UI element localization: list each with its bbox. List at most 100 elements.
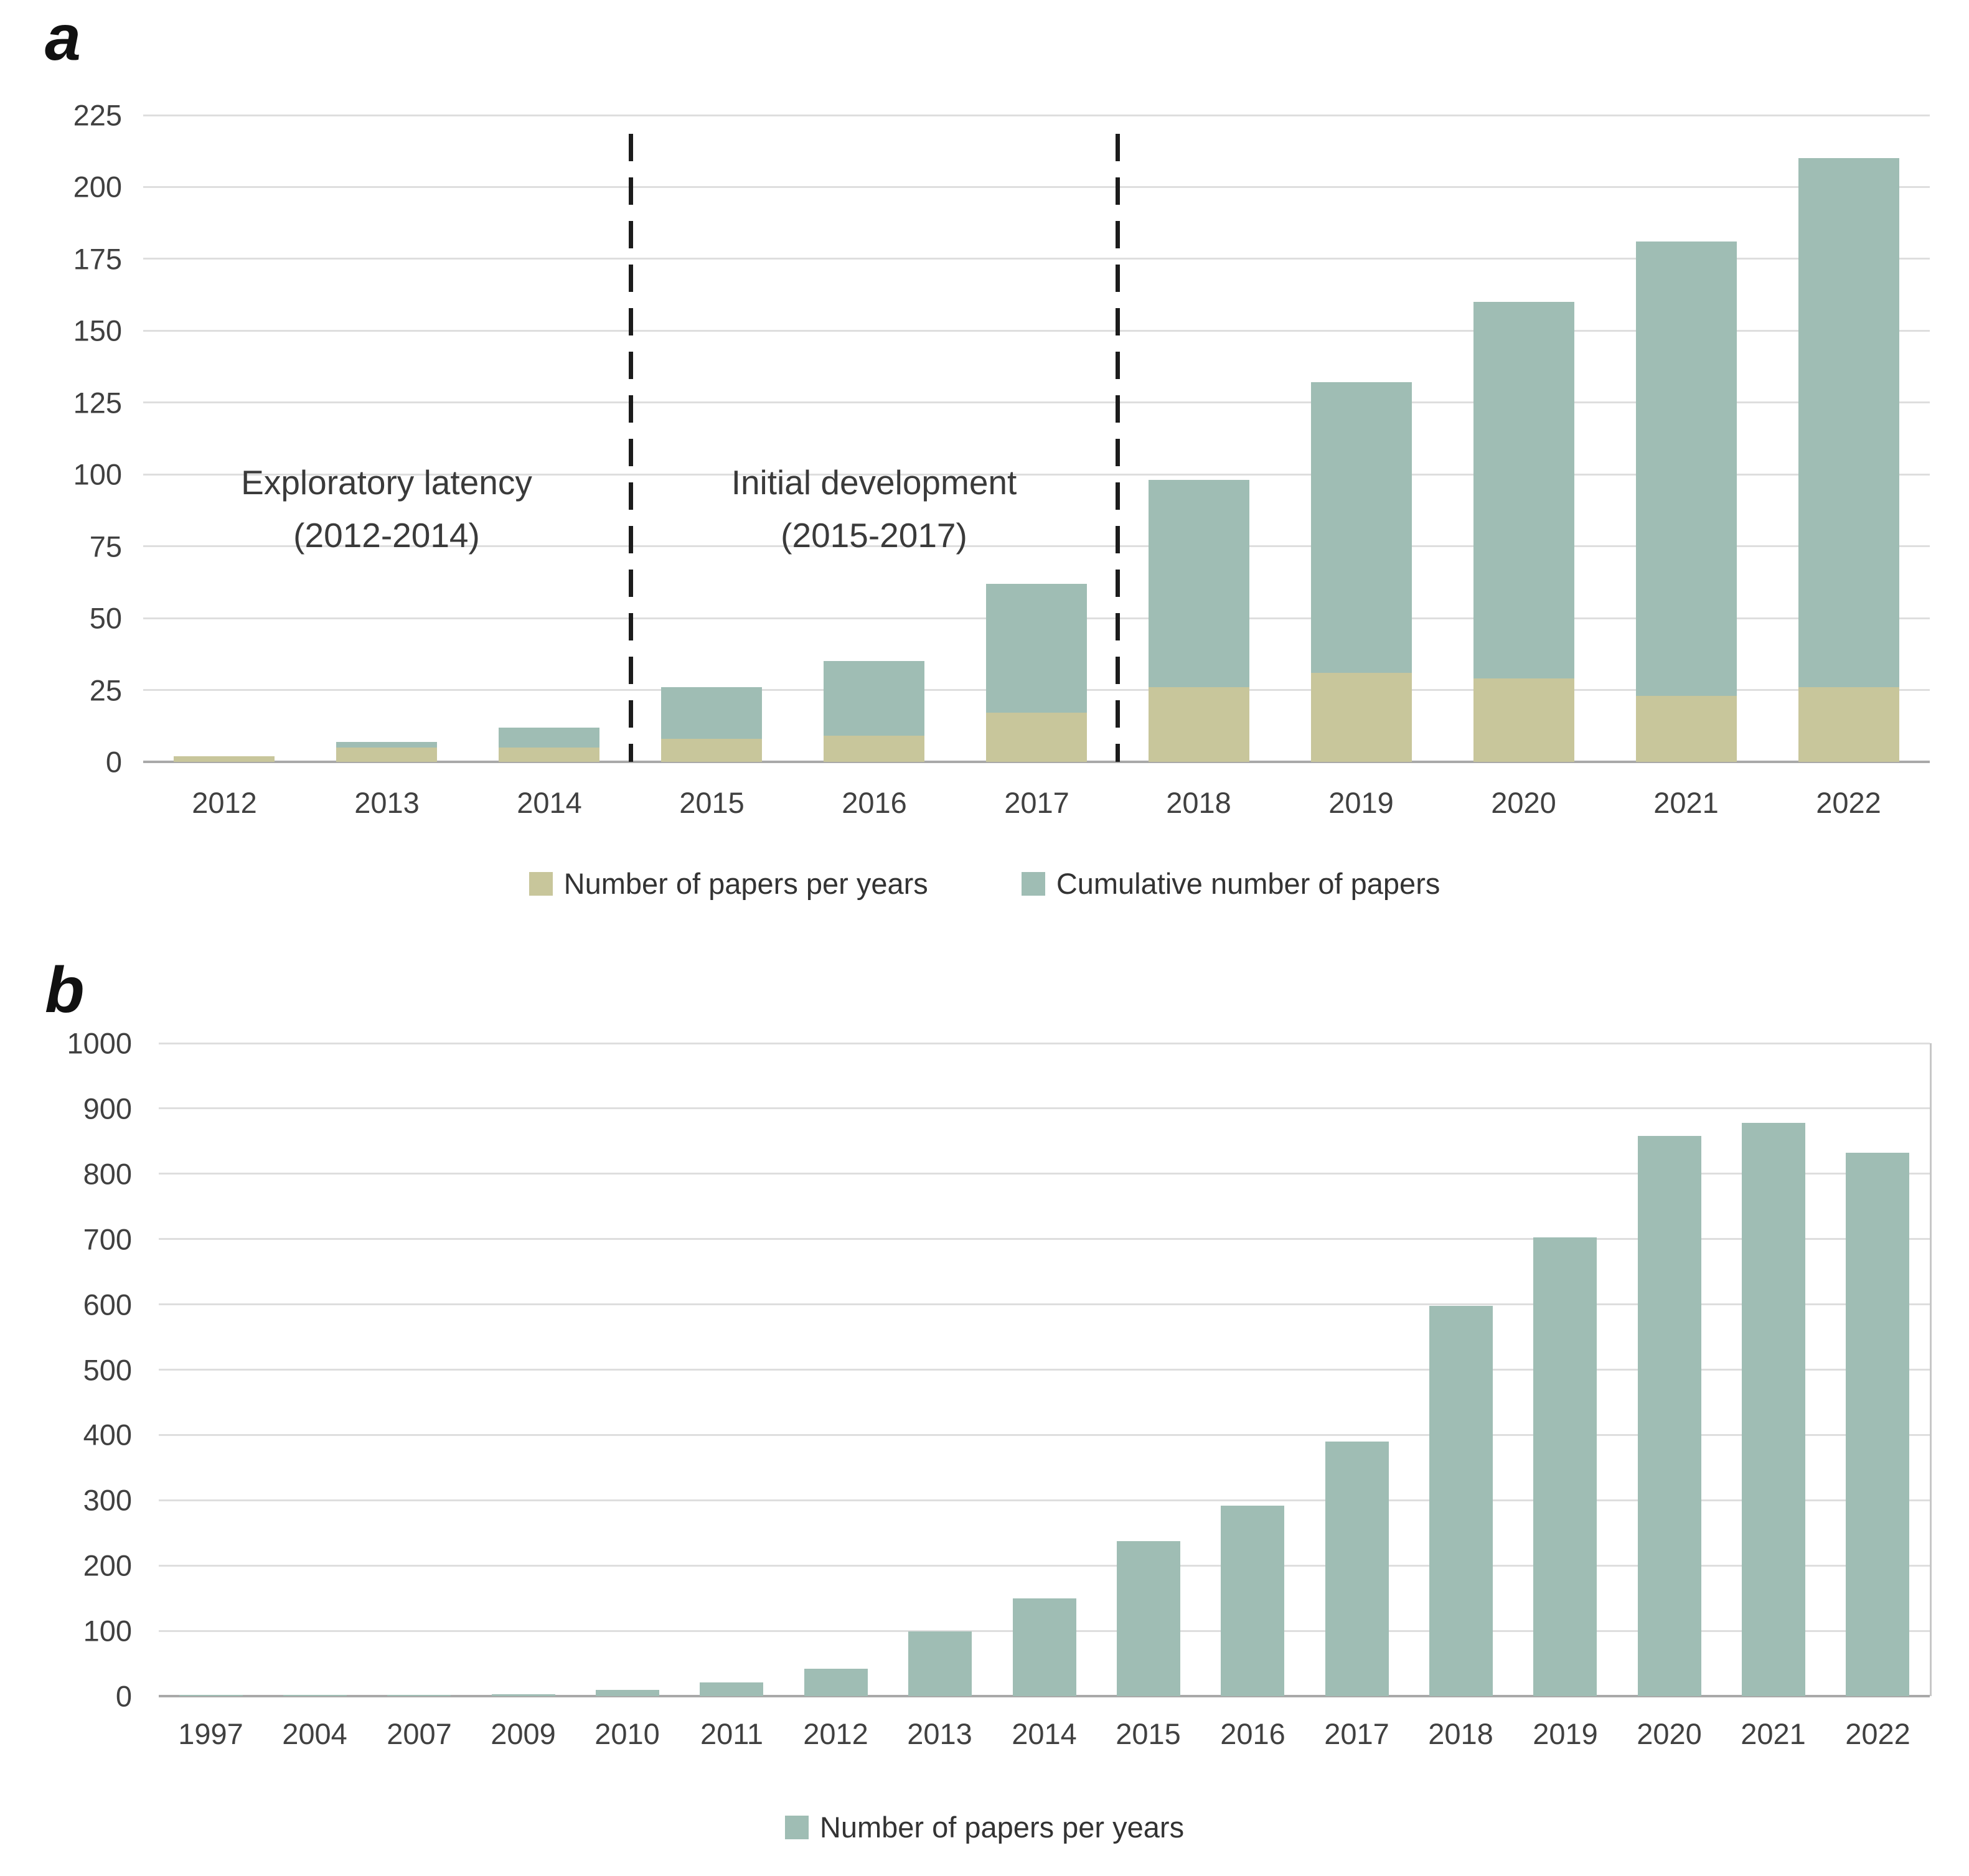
bar-a-2012-per-year <box>174 756 275 762</box>
bar-a-2022-cumulative <box>1798 158 1899 762</box>
y-tick-label-900: 900 <box>83 1092 132 1125</box>
annotation-line1: Initial development <box>731 463 1017 502</box>
y-tick-label-25: 25 <box>89 673 122 707</box>
y-tick-label-200: 200 <box>83 1549 132 1582</box>
bar-a-2018-per-year <box>1149 687 1249 762</box>
annotation-line1: Exploratory latency <box>241 463 532 502</box>
bar-a-2013-per-year <box>336 748 437 762</box>
gridline-y-225 <box>143 114 1930 116</box>
legend-item: Number of papers per years <box>784 1810 1185 1844</box>
x-tick-label-2022: 2022 <box>1845 1717 1910 1750</box>
x-tick-label-2014: 2014 <box>1012 1717 1077 1750</box>
bar-b-2020 <box>1638 1136 1701 1696</box>
y-tick-label-0: 0 <box>105 745 122 779</box>
y-tick-label-400: 400 <box>83 1418 132 1452</box>
y-tick-label-100: 100 <box>73 457 122 491</box>
bar-b-2014 <box>1013 1598 1076 1696</box>
panel-a-plot-area: Exploratory latency (2012-2014) Initial de… <box>143 114 1930 763</box>
bar-b-2009 <box>492 1694 555 1696</box>
x-tick-label-2007: 2007 <box>387 1717 452 1750</box>
bar-b-2011 <box>700 1682 763 1696</box>
x-tick-label-1997: 1997 <box>178 1717 243 1750</box>
x-tick-label-2018: 2018 <box>1428 1717 1493 1750</box>
legend-swatch-icon <box>529 871 553 896</box>
y-tick-label-100: 100 <box>83 1614 132 1648</box>
panel-a-letter: a <box>45 2 81 74</box>
gridline-y-900 <box>159 1107 1930 1110</box>
y-tick-label-150: 150 <box>73 314 122 347</box>
bar-a-2015-per-year <box>661 739 762 762</box>
x-tick-label-2012: 2012 <box>192 786 257 819</box>
x-axis-baseline <box>159 1695 1930 1697</box>
panel-b-letter: b <box>45 954 85 1026</box>
bar-b-2012 <box>804 1669 868 1696</box>
y-tick-label-800: 800 <box>83 1157 132 1191</box>
phase-divider-after-2017 <box>1116 134 1120 762</box>
bar-a-2016-per-year <box>824 736 924 762</box>
x-tick-label-2009: 2009 <box>491 1717 556 1750</box>
x-tick-label-2015: 2015 <box>679 786 745 819</box>
panel-a-x-axis: 2012 2013 2014 2015 2016 2017 2018 2019 2020 2021… <box>143 786 1930 829</box>
gridline-y-700 <box>159 1238 1930 1241</box>
bar-a-2021-per-year <box>1636 696 1737 762</box>
x-tick-label-2021: 2021 <box>1653 786 1719 819</box>
x-tick-label-2017: 2017 <box>1004 786 1069 819</box>
panel-b-plot-area <box>159 1042 1932 1697</box>
gridline-y-150 <box>143 329 1930 332</box>
bar-b-2007 <box>387 1695 451 1696</box>
x-tick-label-2015: 2015 <box>1116 1717 1181 1750</box>
panel-b-y-axis: 0 100 200 300 400 500 600 700 800 900 1000 <box>0 1027 132 1713</box>
legend-swatch-icon <box>784 1815 809 1839</box>
x-tick-label-2022: 2022 <box>1816 786 1881 819</box>
y-tick-label-200: 200 <box>73 170 122 204</box>
y-tick-label-50: 50 <box>89 601 122 635</box>
bar-b-1997 <box>179 1695 243 1696</box>
x-tick-label-2020: 2020 <box>1491 786 1556 819</box>
legend-item: Cumulative number of papers <box>1021 866 1440 901</box>
y-tick-label-600: 600 <box>83 1288 132 1321</box>
gridline-y-1000 <box>159 1042 1930 1044</box>
bar-a-2017-per-year <box>986 713 1087 762</box>
gridline-y-500 <box>159 1369 1930 1371</box>
x-tick-label-2013: 2013 <box>354 786 420 819</box>
y-tick-label-125: 125 <box>73 386 122 420</box>
bar-b-2004 <box>283 1695 347 1696</box>
panel-b-x-axis: 1997 2004 2007 2009 2010 2011 2012 2013 2014 2015… <box>159 1717 1930 1760</box>
bar-b-2010 <box>596 1690 659 1696</box>
gridline-y-400 <box>159 1433 1930 1436</box>
x-tick-label-2019: 2019 <box>1533 1717 1598 1750</box>
gridline-y-200 <box>159 1564 1930 1567</box>
bar-a-2020-per-year <box>1473 678 1574 762</box>
legend-label: Cumulative number of papers <box>1056 867 1440 900</box>
x-tick-label-2017: 2017 <box>1324 1717 1389 1750</box>
legend-label: Number of papers per years <box>563 867 928 900</box>
y-tick-label-700: 700 <box>83 1222 132 1256</box>
y-tick-label-1000: 1000 <box>67 1026 132 1060</box>
phase-divider-after-2014 <box>629 134 633 762</box>
gridline-y-125 <box>143 401 1930 404</box>
panel-b-legend: Number of papers per years <box>0 1810 1969 1844</box>
x-tick-label-2012: 2012 <box>803 1717 868 1750</box>
annotation-line2: (2012-2014) <box>293 516 480 555</box>
y-tick-label-225: 225 <box>73 98 122 132</box>
x-tick-label-2011: 2011 <box>700 1717 764 1750</box>
annotation-line2: (2015-2017) <box>781 516 967 555</box>
bar-a-2014-per-year <box>499 748 599 762</box>
bar-b-2022 <box>1846 1153 1909 1696</box>
x-tick-label-2018: 2018 <box>1166 786 1231 819</box>
bar-b-2019 <box>1533 1237 1597 1696</box>
gridline-y-100 <box>143 473 1930 476</box>
x-tick-label-2010: 2010 <box>594 1717 660 1750</box>
bar-a-2019-per-year <box>1311 673 1412 762</box>
bar-a-2022-per-year <box>1798 687 1899 762</box>
legend-label: Number of papers per years <box>819 1811 1185 1844</box>
gridline-y-600 <box>159 1303 1930 1306</box>
bar-b-2015 <box>1117 1541 1180 1696</box>
y-tick-label-75: 75 <box>89 530 122 563</box>
x-tick-label-2014: 2014 <box>517 786 582 819</box>
x-tick-label-2019: 2019 <box>1328 786 1394 819</box>
bar-b-2021 <box>1742 1123 1805 1696</box>
gridline-y-300 <box>159 1499 1930 1501</box>
gridline-y-200 <box>143 185 1930 188</box>
